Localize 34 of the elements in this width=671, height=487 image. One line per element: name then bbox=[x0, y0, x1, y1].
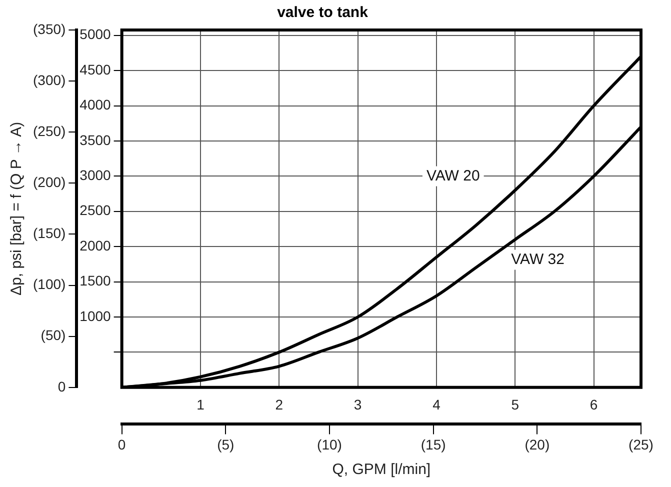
x-axis-title: Q, GPM [l/min] bbox=[332, 461, 431, 478]
chart-title: valve to tank bbox=[277, 4, 369, 22]
y-tick-label: 4500 bbox=[80, 61, 112, 78]
y-tick-label: 3500 bbox=[80, 132, 112, 148]
x2-tick-label: (20) bbox=[524, 436, 550, 452]
y-tick-label: 2500 bbox=[80, 202, 112, 218]
x-tick-label: 5 bbox=[511, 396, 520, 413]
x-tick-label: 4 bbox=[432, 396, 441, 413]
series-label: VAW 32 bbox=[511, 250, 564, 268]
y2-tick-label: (250) bbox=[32, 122, 66, 139]
y-tick-label: 1000 bbox=[80, 308, 112, 324]
y2-tick-label: (100) bbox=[32, 276, 66, 292]
series-label: VAW 20 bbox=[426, 167, 480, 184]
y2-tick-label: (300) bbox=[32, 72, 66, 88]
y2-tick-label: 0 bbox=[58, 378, 66, 394]
y-tick-label: 3000 bbox=[80, 167, 112, 184]
x2-tick-label: 0 bbox=[118, 436, 126, 452]
y2-tick-label: (150) bbox=[32, 225, 66, 242]
y2-tick-label: (350) bbox=[32, 20, 66, 37]
y2-tick-label: (50) bbox=[40, 327, 66, 344]
x2-tick-label: (10) bbox=[317, 436, 342, 452]
y-tick-label: 1500 bbox=[80, 272, 112, 289]
x-tick-label: 6 bbox=[590, 396, 598, 413]
x-tick-label: 2 bbox=[275, 396, 284, 413]
y-tick-label: 2000 bbox=[80, 237, 112, 254]
y-tick-label: 5000 bbox=[80, 26, 112, 42]
y2-axis-title: Δp, psi [bar] = f (Q P → A) bbox=[8, 122, 26, 296]
x-tick-label: 1 bbox=[196, 396, 205, 413]
x-tick-label: 3 bbox=[354, 396, 362, 413]
y2-tick-label: (200) bbox=[32, 174, 66, 190]
x2-tick-label: (25) bbox=[628, 436, 654, 452]
x2-tick-label: (15) bbox=[420, 436, 446, 452]
y-tick-label: 4000 bbox=[80, 96, 112, 113]
x2-tick-label: (5) bbox=[217, 436, 234, 452]
